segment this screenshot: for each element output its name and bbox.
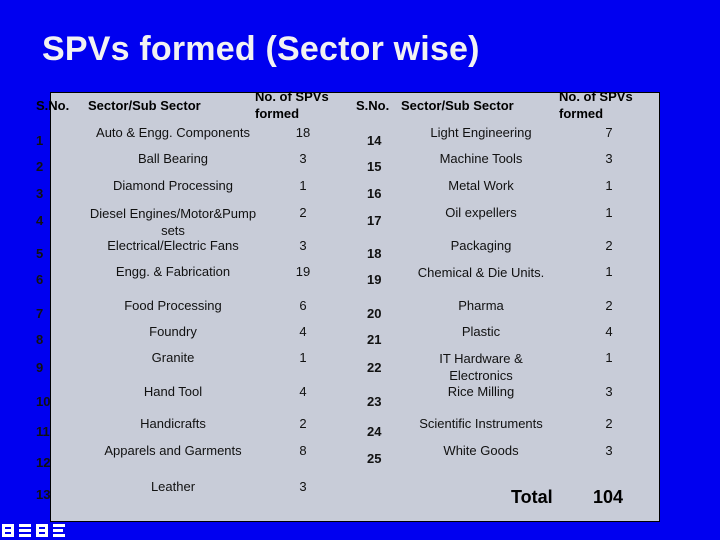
row-sno: 23 — [367, 394, 382, 409]
header-count-left: No. of SPVs formed — [255, 89, 329, 121]
row-count: 1 — [605, 350, 613, 365]
header-sector-left: Sector/Sub Sector — [88, 98, 201, 113]
row-sno: 1 — [36, 133, 44, 148]
header-sno-right: S.No. — [356, 98, 390, 113]
row-sno: 3 — [36, 186, 44, 201]
row-sno: 25 — [367, 451, 382, 466]
row-sno: 11 — [36, 424, 50, 439]
row-count: 19 — [295, 264, 311, 279]
row-sno: 15 — [367, 159, 382, 174]
row-sno: 22 — [367, 360, 382, 375]
total-label: Total — [511, 487, 553, 507]
row-count: 3 — [605, 384, 613, 399]
row-sno: 16 — [367, 186, 382, 201]
row-sno: 21 — [367, 332, 382, 347]
row-count: 4 — [299, 384, 307, 399]
row-sector: Scientific Instruments — [419, 416, 543, 431]
row-count: 1 — [605, 178, 613, 193]
row-count: 3 — [299, 479, 307, 494]
row-count: 1 — [299, 178, 307, 193]
row-sno: 19 — [367, 272, 382, 287]
row-sector: Leather — [150, 479, 196, 494]
spv-table: S.No. Sector/Sub Sector No. of SPVs form… — [36, 89, 660, 522]
row-sno: 5 — [36, 246, 44, 261]
row-sno: 14 — [367, 133, 382, 148]
row-sector: Metal Work — [448, 178, 514, 193]
row-sector: Pharma — [458, 298, 504, 313]
row-sector: Ball Bearing — [137, 151, 209, 166]
row-count: 18 — [295, 125, 311, 140]
table-left-half — [51, 93, 356, 521]
row-count: 8 — [299, 443, 307, 458]
row-sector: Electrical/Electric Fans — [107, 238, 239, 253]
row-sector: IT Hardware & Electronics — [439, 351, 523, 383]
row-sector: Diamond Processing — [113, 178, 233, 193]
row-count: 2 — [605, 238, 613, 253]
row-sector: Oil expellers — [445, 205, 517, 220]
row-count: 1 — [299, 350, 307, 365]
row-count: 7 — [605, 125, 613, 140]
row-sno: 7 — [36, 306, 44, 321]
row-sno: 6 — [36, 272, 44, 287]
row-count: 2 — [299, 205, 307, 220]
row-sector: White Goods — [443, 443, 519, 458]
row-count: 1 — [605, 205, 613, 220]
row-count: 4 — [605, 324, 613, 339]
row-count: 3 — [605, 151, 613, 166]
total-value: 104 — [593, 487, 624, 507]
row-sno: 24 — [367, 424, 382, 439]
header-sno-left: S.No. — [36, 98, 70, 113]
row-sector: Light Engineering — [430, 125, 532, 140]
table-right-half — [356, 93, 659, 521]
row-count: 4 — [299, 324, 307, 339]
slide-title: SPVs formed (Sector wise) — [42, 30, 480, 68]
row-count: 6 — [299, 298, 307, 313]
row-sno: 17 — [367, 213, 382, 228]
row-sector: Food Processing — [124, 298, 222, 313]
row-count: 2 — [605, 298, 613, 313]
row-count: 3 — [299, 151, 307, 166]
row-sector: Foundry — [149, 324, 197, 339]
row-sno: 18 — [367, 246, 382, 261]
row-sector: Apparels and Garments — [104, 443, 242, 458]
row-sno: 8 — [36, 332, 44, 347]
row-sector: Chemical & Die Units. — [417, 265, 545, 280]
row-sno: 12 — [36, 455, 51, 470]
row-sno: 10 — [36, 394, 51, 409]
row-count: 2 — [605, 416, 613, 431]
row-sector: Diesel Engines/Motor&Pump sets — [89, 206, 257, 238]
row-sno: 9 — [36, 360, 44, 375]
row-sector: Plastic — [461, 324, 501, 339]
row-sector: Granite — [151, 350, 195, 365]
msme-logo — [2, 524, 65, 537]
row-sector: Handicrafts — [140, 416, 206, 431]
row-sno: 13 — [36, 487, 51, 502]
row-sno: 20 — [367, 306, 382, 321]
row-count: 3 — [299, 238, 307, 253]
row-count: 2 — [299, 416, 307, 431]
row-sector: Packaging — [450, 238, 512, 253]
header-sector-right: Sector/Sub Sector — [401, 98, 514, 113]
row-sno: 4 — [36, 213, 44, 228]
row-count: 3 — [605, 443, 613, 458]
row-count: 1 — [605, 264, 613, 279]
row-sector: Hand Tool — [143, 384, 203, 399]
row-sector: Machine Tools — [439, 151, 523, 166]
row-sno: 2 — [36, 159, 44, 174]
row-sector: Rice Milling — [447, 384, 515, 399]
row-sector: Engg. & Fabrication — [115, 264, 231, 279]
row-sector: Auto & Engg. Components — [96, 125, 250, 140]
header-count-right: No. of SPVs formed — [559, 89, 633, 121]
